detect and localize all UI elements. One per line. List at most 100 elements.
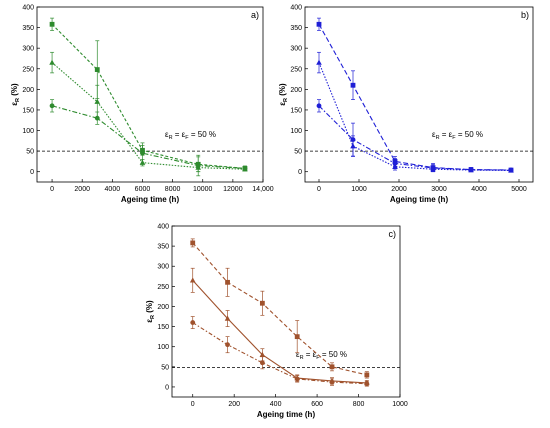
series-1 [316, 17, 514, 173]
series-3 [49, 99, 248, 177]
circle-marker [259, 360, 265, 366]
series-2 [316, 51, 514, 173]
plot-frame [304, 6, 534, 183]
circle-marker [190, 320, 196, 325]
x-axis-label: Ageing time (h) [121, 195, 180, 204]
label-part: ε [278, 102, 287, 106]
x-tick-label: 600 [311, 401, 323, 408]
y-tick-label: 300 [157, 264, 169, 271]
reference-line-label: εR = εF = 50 % [165, 130, 216, 141]
y-tick-label: 100 [22, 128, 34, 135]
series-1 [49, 17, 248, 173]
series-line [318, 62, 512, 172]
label-part: = 50 % [456, 130, 483, 139]
x-tick-label: 2000 [74, 186, 90, 193]
x-tick-label: 800 [353, 401, 365, 408]
y-tick-label: 300 [22, 46, 34, 53]
y-tick-label: 0 [298, 169, 302, 176]
label-part: = 50 % [189, 130, 216, 139]
series-line [51, 105, 245, 169]
label-part: ε [296, 350, 300, 359]
y-tick-label: 400 [157, 224, 169, 231]
series-line [192, 242, 367, 376]
reference-label-subscript: F [316, 355, 320, 361]
circle-marker [430, 165, 436, 171]
series-3 [316, 99, 514, 173]
y-tick-label: 0 [30, 169, 34, 176]
y-tick-label: 400 [22, 5, 34, 12]
plot-frame [36, 6, 264, 183]
label-part: = 50 % [320, 350, 347, 359]
x-tick-label: 400 [270, 401, 282, 408]
y-tick-label: 250 [290, 66, 302, 73]
series-line [318, 24, 512, 171]
series-line [192, 279, 367, 384]
reference-label-subscript: R [169, 135, 173, 141]
square-marker [364, 372, 370, 378]
x-tick-label: 2000 [391, 186, 407, 193]
circle-marker [350, 137, 356, 142]
circle-marker [195, 163, 201, 168]
square-marker [225, 279, 230, 285]
triangle-marker [49, 59, 55, 65]
series-3 [190, 316, 370, 387]
y-tick-label: 350 [290, 25, 302, 32]
y-axis-label: εR (%) [278, 83, 289, 106]
square-marker [294, 334, 300, 340]
x-tick-label: 0 [50, 186, 54, 193]
label-part: = ε [304, 350, 317, 359]
circle-marker [225, 342, 230, 348]
x-tick-label: 14,000 [252, 186, 274, 193]
square-marker [190, 240, 196, 246]
series-line [51, 62, 245, 170]
square-marker [329, 364, 335, 370]
x-tick-label: 0 [317, 186, 321, 193]
label-part: ε [432, 130, 436, 139]
x-tick-label: 3000 [431, 186, 447, 193]
circle-marker [49, 103, 55, 109]
label-part: = ε [173, 130, 186, 139]
circle-marker [294, 376, 300, 382]
square-marker [316, 21, 322, 27]
y-axis-label: εR (%) [145, 300, 156, 323]
reference-line-label: εR = εF = 50 % [432, 130, 483, 141]
y-tick-label: 250 [157, 284, 169, 291]
circle-marker [392, 161, 398, 166]
y-tick-label: 400 [290, 5, 302, 12]
chart-panel-2: 0 1000 2000 3000 4000 5000 0 50 100 150 200 250 300 3… [278, 5, 534, 204]
triangle-marker [94, 98, 101, 104]
x-tick-label: 1000 [392, 401, 408, 408]
reference-label-subscript: F [452, 135, 456, 141]
x-tick-label: 4000 [471, 186, 487, 193]
chart-panel-3: 0 200 400 600 800 1000 0 50 100 150 200 250 300 350 40… [145, 224, 408, 420]
circle-marker [242, 166, 248, 171]
square-marker [49, 21, 55, 27]
label-part: ε [10, 102, 19, 106]
series-line [51, 23, 245, 169]
panel-label: b) [521, 10, 529, 20]
x-axis-label: Ageing time (h) [257, 410, 316, 419]
y-tick-label: 300 [290, 46, 302, 53]
y-tick-label: 150 [22, 107, 34, 114]
reference-label-subscript: F [185, 135, 189, 141]
square-marker [94, 67, 100, 72]
x-tick-label: 12000 [223, 186, 243, 193]
series-line [318, 105, 512, 171]
y-tick-label: 200 [157, 304, 169, 311]
y-axis-label-subscript: R [15, 98, 21, 102]
panel-label: a) [251, 10, 259, 20]
series-1 [190, 238, 370, 379]
chart-panel-1: 0 2000 4000 6000 8000 10000 12000 14,000 0 50 100 1… [10, 5, 274, 205]
circle-marker [508, 167, 514, 173]
triangle-marker [224, 315, 231, 321]
label-part: ε [145, 319, 154, 323]
y-tick-label: 200 [290, 87, 302, 94]
plot-frame [171, 225, 401, 398]
y-tick-label: 350 [157, 244, 169, 251]
y-tick-label: 200 [22, 87, 34, 94]
x-tick-label: 6000 [135, 186, 151, 193]
y-tick-label: 150 [290, 107, 302, 114]
y-tick-label: 250 [22, 66, 34, 73]
x-tick-label: 4000 [105, 186, 121, 193]
